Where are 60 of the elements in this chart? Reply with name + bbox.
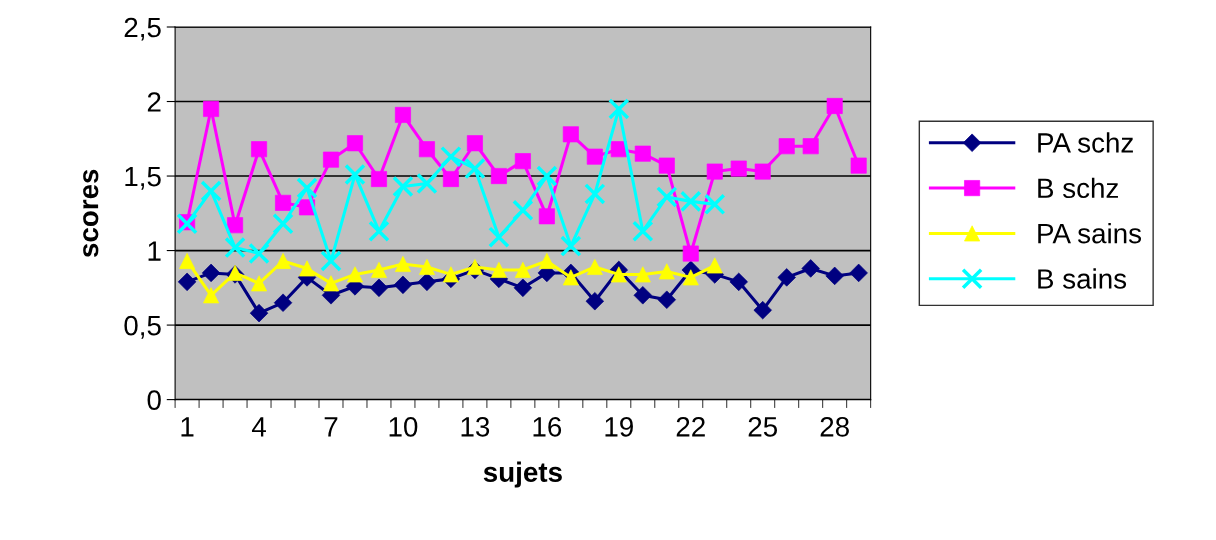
x-tick-label: 25 [748,417,778,437]
legend-label: B schz [1038,177,1118,199]
x-tick-label: 7 [324,417,338,437]
point [703,193,726,216]
point [440,145,462,168]
point [584,183,606,205]
y-tick-label: 1,5 [125,166,161,190]
point [656,186,678,208]
point [490,168,507,185]
point [706,257,723,274]
point [203,287,220,304]
point [632,220,654,242]
point [275,253,292,269]
x-tick-label: 10 [389,417,418,437]
x-axis-title: sujets [483,461,562,488]
x-tick-label: 1 [181,417,194,437]
point [416,172,438,195]
point [203,100,220,117]
point [560,235,582,257]
point [512,199,534,222]
point [466,135,483,152]
legend-label: PA sains [1038,223,1142,244]
point [323,151,339,168]
point [488,226,510,248]
point [320,250,342,272]
point [296,177,318,199]
point [514,153,531,170]
point [370,261,387,278]
point [608,98,630,120]
point [248,242,270,265]
x-tick-label: 4 [251,417,266,437]
y-tick-label: 1 [148,241,161,261]
point [179,253,196,269]
point [392,175,414,198]
x-tick-label: 22 [676,417,705,437]
point [464,157,486,180]
point [536,165,558,187]
point [347,135,363,152]
point [224,236,246,259]
x-tick-label: 19 [605,417,633,437]
point [368,220,390,242]
point [418,258,435,275]
y-axis-title: scores [83,169,99,258]
point [682,269,699,286]
y-tick-label: 2 [147,92,161,112]
point [442,171,459,188]
legend-label: B sains [1038,268,1127,289]
point [344,163,366,186]
y-tick-label: 0 [147,390,161,410]
y-tick-label: 0,5 [124,315,161,339]
legend-label: PA schz [1038,132,1133,153]
x-tick-label: 28 [820,417,849,437]
x-tick-label: 13 [461,417,490,437]
point [272,212,294,235]
y-tick-label: 2,5 [124,17,161,41]
point [538,253,555,269]
point [200,180,222,202]
x-tick-label: 16 [533,417,562,437]
point [562,269,579,286]
point [680,190,702,213]
